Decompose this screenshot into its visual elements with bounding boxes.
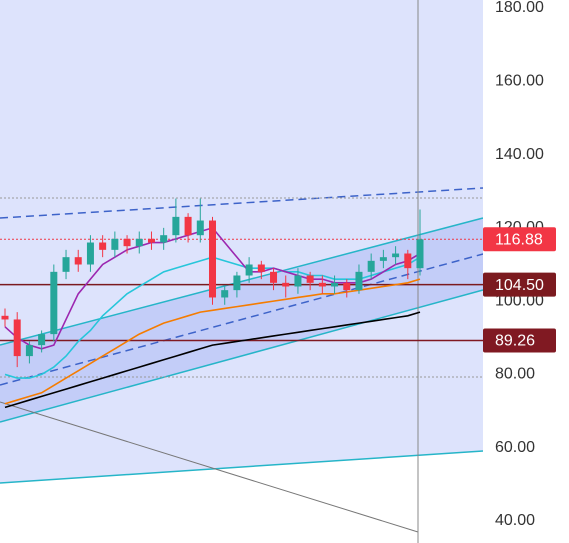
- candle-body: [282, 282, 290, 287]
- candle-body: [221, 290, 229, 298]
- dashed-trend: [0, 187, 484, 219]
- candle-body: [62, 257, 70, 272]
- candle-body: [1, 315, 9, 320]
- candle-body: [392, 253, 400, 258]
- candle-body: [160, 235, 168, 243]
- price-badge: [483, 272, 556, 297]
- candle-body: [209, 220, 216, 298]
- candle-body: [147, 238, 155, 243]
- y-tick-label: 160.00: [495, 73, 544, 90]
- candle-body: [416, 239, 424, 269]
- candle-body: [184, 216, 192, 236]
- candle-body: [257, 264, 265, 272]
- candle-body: [13, 319, 21, 357]
- candle-body: [270, 271, 278, 283]
- candle-body: [355, 271, 363, 291]
- dashed-trend: [0, 253, 484, 386]
- moving-average: [4, 311, 421, 409]
- y-tick-label: 180.00: [495, 0, 544, 16]
- candle-body: [294, 275, 302, 287]
- candle-body: [111, 238, 119, 250]
- candle-body: [367, 260, 375, 272]
- candle-body: [318, 282, 326, 287]
- y-tick-label: 80.00: [495, 366, 535, 383]
- candle-body: [99, 242, 107, 250]
- price-badge: [483, 328, 556, 353]
- candle-body: [379, 257, 387, 261]
- candle-body: [404, 253, 412, 269]
- channel-top: [0, 217, 484, 346]
- candle-body: [343, 282, 351, 291]
- candle-body: [331, 282, 339, 287]
- candle-body: [38, 334, 46, 346]
- y-tick-label: 140.00: [495, 146, 544, 163]
- candle-body: [25, 345, 33, 357]
- candle-body: [123, 238, 131, 247]
- channel-bottom: [0, 289, 484, 423]
- candle-body: [245, 264, 253, 276]
- moving-average: [4, 278, 421, 405]
- price-label: 116.88: [495, 232, 543, 249]
- price-label: 104.50: [495, 277, 544, 294]
- candle-body: [74, 257, 82, 265]
- price-axis: [483, 0, 569, 543]
- candle-body: [86, 242, 94, 265]
- candle-body: [306, 275, 314, 283]
- candle-body: [233, 275, 241, 291]
- candle-body: [172, 216, 180, 236]
- price-badge: [483, 227, 556, 252]
- price-label: 89.26: [495, 333, 535, 350]
- long-trend: [0, 450, 484, 484]
- y-tick-label: 40.00: [495, 512, 535, 529]
- candle-body: [50, 271, 58, 335]
- candle-body: [196, 220, 204, 236]
- y-tick-label: 60.00: [495, 439, 535, 456]
- candle-body: [135, 238, 143, 247]
- diagonal: [0, 401, 419, 533]
